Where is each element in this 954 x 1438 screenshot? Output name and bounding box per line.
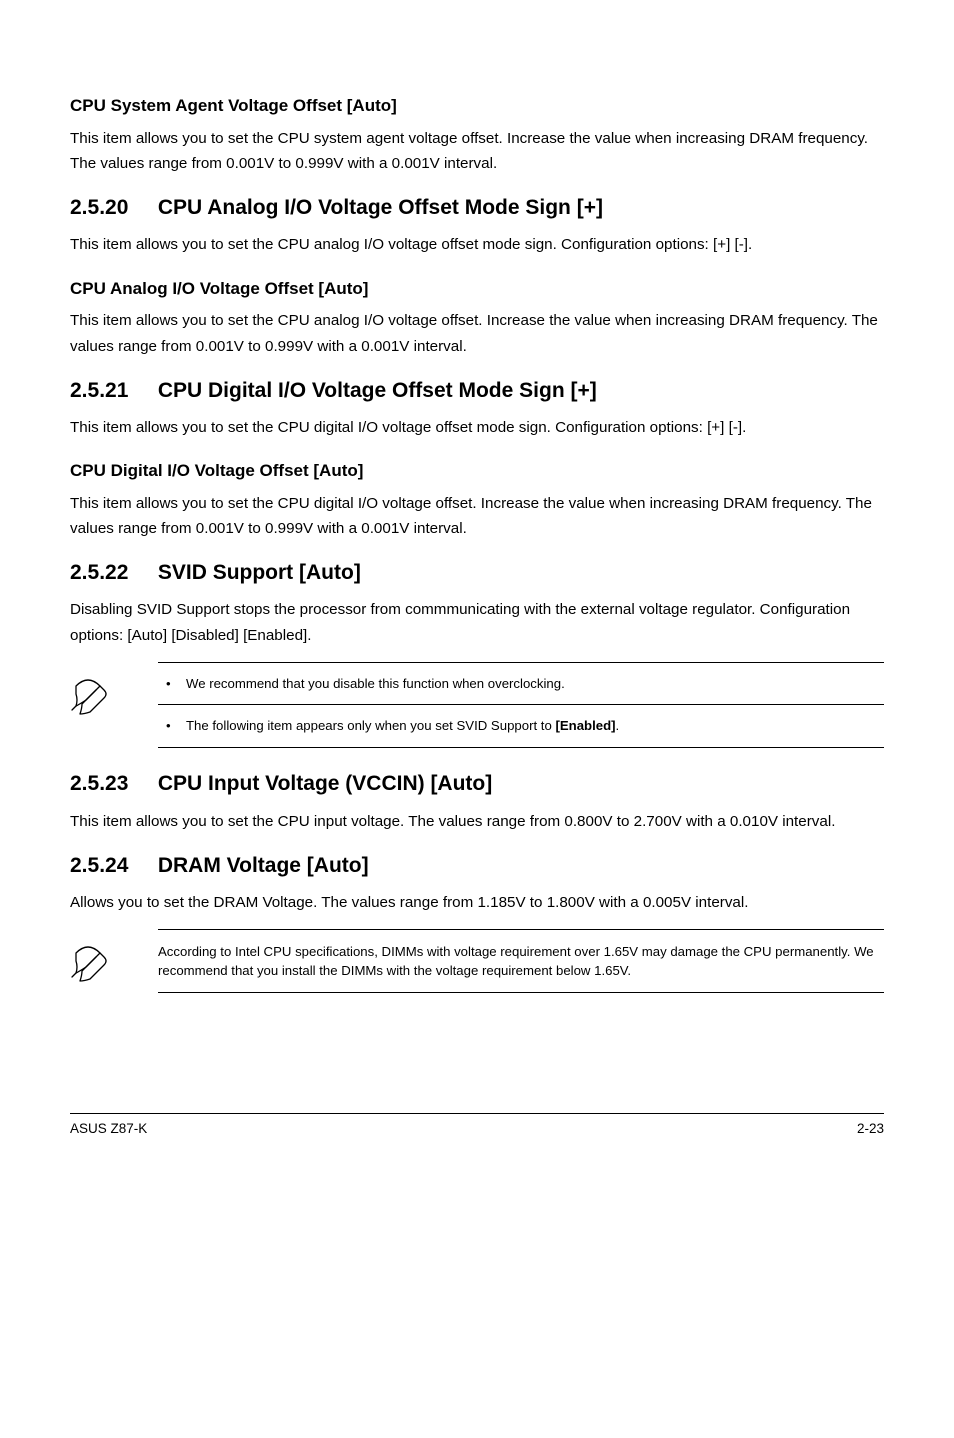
footer-left: ASUS Z87-K	[70, 1120, 147, 1138]
pencil-icon	[70, 662, 114, 716]
heading-2-5-20: 2.5.20 CPU Analog I/O Voltage Offset Mod…	[70, 194, 884, 222]
subheading-cpu-digital: CPU Digital I/O Voltage Offset [Auto]	[70, 460, 884, 483]
note-divider	[158, 704, 884, 705]
heading-title: CPU Input Voltage (VCCIN) [Auto]	[158, 772, 492, 795]
body-cpu-system-agent: This item allows you to set the CPU syst…	[70, 126, 884, 176]
footer-right: 2-23	[857, 1120, 884, 1138]
page-footer: ASUS Z87-K 2-23	[70, 1113, 884, 1138]
note-item: We recommend that you disable this funct…	[158, 669, 884, 699]
heading-title: DRAM Voltage [Auto]	[158, 854, 369, 877]
note-text: We recommend that you disable this funct…	[186, 676, 565, 691]
body-cpu-analog: This item allows you to set the CPU anal…	[70, 308, 884, 358]
note-text: The following item appears only when you…	[186, 718, 555, 733]
heading-number: 2.5.23	[70, 770, 152, 798]
heading-title: CPU Analog I/O Voltage Offset Mode Sign …	[158, 196, 603, 219]
body-2-5-20: This item allows you to set the CPU anal…	[70, 232, 884, 257]
heading-number: 2.5.21	[70, 377, 152, 405]
body-cpu-digital: This item allows you to set the CPU digi…	[70, 491, 884, 541]
note-block-dram: According to Intel CPU specifications, D…	[70, 929, 884, 993]
heading-2-5-23: 2.5.23 CPU Input Voltage (VCCIN) [Auto]	[70, 770, 884, 798]
heading-number: 2.5.24	[70, 852, 152, 880]
body-2-5-24: Allows you to set the DRAM Voltage. The …	[70, 890, 884, 915]
note-text: According to Intel CPU specifications, D…	[158, 942, 884, 980]
body-2-5-21: This item allows you to set the CPU digi…	[70, 415, 884, 440]
subheading-cpu-system-agent: CPU System Agent Voltage Offset [Auto]	[70, 95, 884, 118]
note-content: We recommend that you disable this funct…	[158, 662, 884, 749]
heading-2-5-24: 2.5.24 DRAM Voltage [Auto]	[70, 852, 884, 880]
heading-2-5-21: 2.5.21 CPU Digital I/O Voltage Offset Mo…	[70, 377, 884, 405]
heading-number: 2.5.20	[70, 194, 152, 222]
pencil-icon	[70, 929, 114, 983]
heading-2-5-22: 2.5.22 SVID Support [Auto]	[70, 559, 884, 587]
note-item: The following item appears only when you…	[158, 711, 884, 741]
note-bold: [Enabled]	[555, 718, 615, 733]
heading-number: 2.5.22	[70, 559, 152, 587]
subheading-cpu-analog: CPU Analog I/O Voltage Offset [Auto]	[70, 278, 884, 301]
body-2-5-23: This item allows you to set the CPU inpu…	[70, 809, 884, 834]
body-2-5-22: Disabling SVID Support stops the process…	[70, 597, 884, 647]
note-content: According to Intel CPU specifications, D…	[158, 929, 884, 993]
note-block-svid: We recommend that you disable this funct…	[70, 662, 884, 749]
heading-title: SVID Support [Auto]	[158, 561, 361, 584]
heading-title: CPU Digital I/O Voltage Offset Mode Sign…	[158, 379, 597, 402]
